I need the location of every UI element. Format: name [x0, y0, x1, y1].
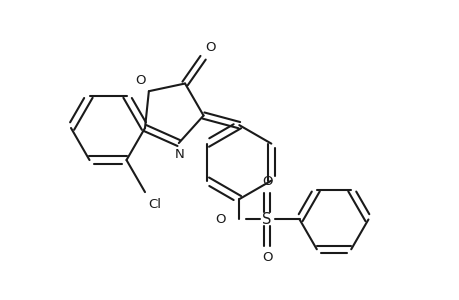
Text: O: O [135, 74, 146, 87]
Text: O: O [205, 41, 215, 54]
Text: Cl: Cl [148, 198, 161, 211]
Text: O: O [261, 251, 272, 264]
Text: O: O [214, 213, 225, 226]
Text: S: S [262, 212, 271, 227]
Text: O: O [261, 175, 272, 188]
Text: N: N [174, 148, 184, 161]
